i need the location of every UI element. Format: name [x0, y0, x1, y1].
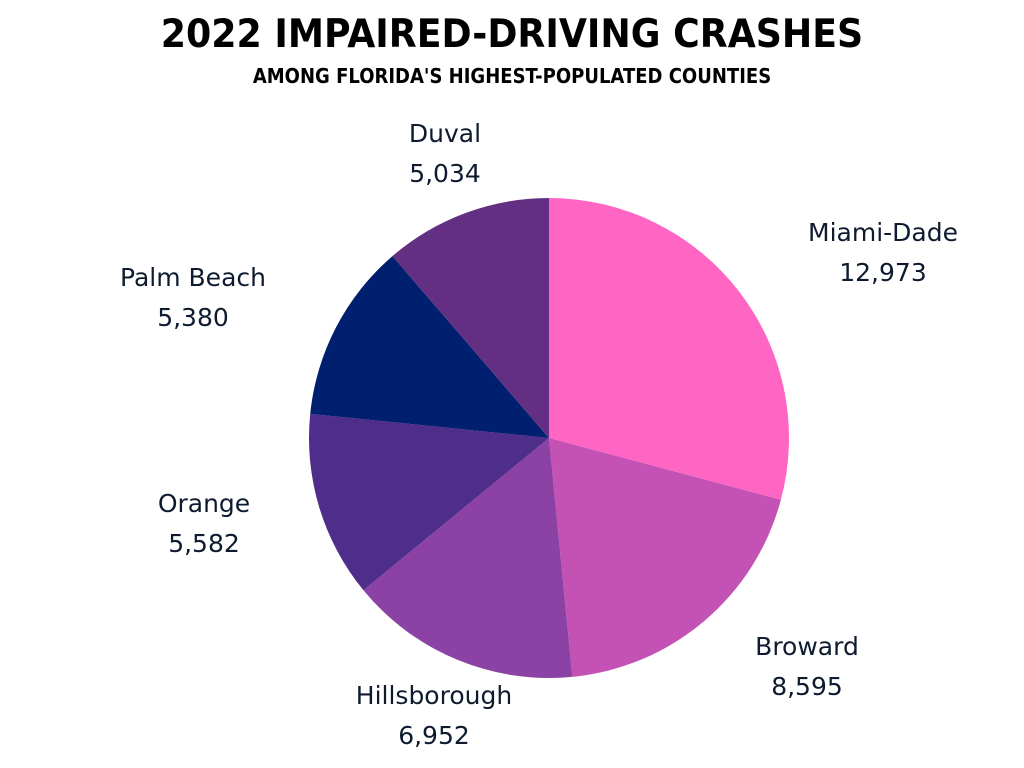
pie-slice-miami-dade: [549, 198, 790, 500]
slice-label-miami-dade: Miami-Dade 12,973: [763, 213, 1003, 293]
pie-slice-orange: [308, 413, 549, 591]
slice-label-value: 5,380: [157, 303, 229, 332]
slice-label-duval: Duval 5,034: [325, 114, 565, 194]
slice-label-name: Miami-Dade: [808, 218, 958, 247]
slice-label-name: Duval: [408, 119, 482, 148]
slice-label-name: Palm Beach: [120, 263, 266, 292]
chart-title: 2022 IMPAIRED-DRIVING CRASHES: [160, 12, 864, 57]
slice-label-hillsborough: Hillsborough 6,952: [314, 676, 554, 756]
slice-label-palm-beach: Palm Beach 5,380: [73, 258, 313, 338]
slice-label-value: 5,582: [168, 529, 240, 558]
slice-label-value: 12,973: [839, 258, 927, 287]
pie-slice-broward: [549, 438, 781, 677]
slice-label-name: Broward: [755, 632, 859, 661]
pie-slice-hillsborough: [363, 438, 573, 678]
slice-label-value: 8,595: [771, 672, 843, 701]
pie-slice-duval: [392, 198, 549, 438]
slice-label-value: 5,034: [409, 159, 481, 188]
slice-label-broward: Broward 8,595: [687, 627, 927, 707]
slice-label-name: Hillsborough: [355, 681, 513, 710]
chart-subtitle: AMONG FLORIDA'S HIGHEST-POPULATED COUNTI…: [252, 64, 772, 88]
slice-label-name: Orange: [157, 489, 251, 518]
slice-label-value: 6,952: [398, 721, 470, 750]
slice-label-orange: Orange 5,582: [84, 484, 324, 564]
pie-slice-palm-beach: [310, 256, 549, 438]
